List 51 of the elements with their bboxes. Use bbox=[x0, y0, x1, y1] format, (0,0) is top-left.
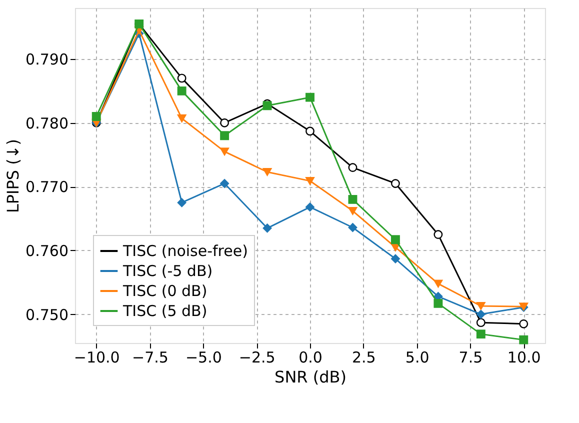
point bbox=[306, 176, 314, 185]
legend-label: TISC (0 dB) bbox=[122, 282, 208, 300]
point bbox=[220, 118, 230, 128]
x-tick-label: −5.0 bbox=[185, 348, 222, 366]
point bbox=[262, 168, 272, 176]
point bbox=[348, 206, 358, 215]
point bbox=[348, 223, 358, 232]
y-axis-title: LPIPS (↓) bbox=[4, 138, 23, 214]
point bbox=[348, 163, 358, 172]
point bbox=[177, 74, 186, 83]
legend-label: TISC (5 dB) bbox=[122, 302, 208, 320]
x-tick-label: 0.0 bbox=[298, 348, 322, 366]
point bbox=[434, 280, 443, 288]
point bbox=[476, 318, 486, 328]
point bbox=[262, 224, 272, 233]
point bbox=[476, 302, 486, 310]
point bbox=[476, 310, 486, 319]
point bbox=[306, 202, 314, 212]
y-tick-label: 0.790 bbox=[26, 50, 68, 69]
x-tick-label: 7.5 bbox=[458, 348, 483, 366]
point bbox=[177, 198, 186, 208]
point bbox=[390, 254, 400, 264]
point bbox=[92, 112, 101, 121]
legend-label: TISC (noise-free) bbox=[122, 242, 248, 260]
legend-label: TISC (-5 dB) bbox=[122, 262, 213, 280]
x-axis-title: SNR (dB) bbox=[274, 368, 346, 386]
point bbox=[306, 92, 314, 102]
point bbox=[220, 148, 230, 156]
y-tick-label: 0.770 bbox=[26, 178, 68, 196]
y-tick-label: 0.750 bbox=[26, 306, 68, 324]
x-tick-label: 2.5 bbox=[352, 348, 376, 366]
point bbox=[519, 319, 528, 328]
point bbox=[220, 131, 230, 140]
point bbox=[348, 194, 358, 204]
point bbox=[220, 179, 230, 188]
y-tick-label: 0.780 bbox=[26, 114, 68, 132]
point bbox=[434, 230, 443, 239]
x-tick-label: −7.5 bbox=[132, 348, 168, 366]
x-tick-label: 10.0 bbox=[507, 348, 541, 366]
point bbox=[177, 86, 186, 96]
point bbox=[177, 114, 186, 122]
x-tick-label: −10.0 bbox=[74, 348, 120, 366]
point bbox=[390, 235, 400, 244]
x-tick-label: −2.5 bbox=[238, 348, 276, 366]
point bbox=[390, 179, 400, 188]
point bbox=[519, 335, 528, 344]
point bbox=[476, 330, 486, 339]
point bbox=[306, 126, 314, 136]
y-tick-label: 0.760 bbox=[26, 242, 68, 260]
x-tick-label: 5.0 bbox=[405, 348, 430, 366]
point bbox=[434, 298, 443, 308]
